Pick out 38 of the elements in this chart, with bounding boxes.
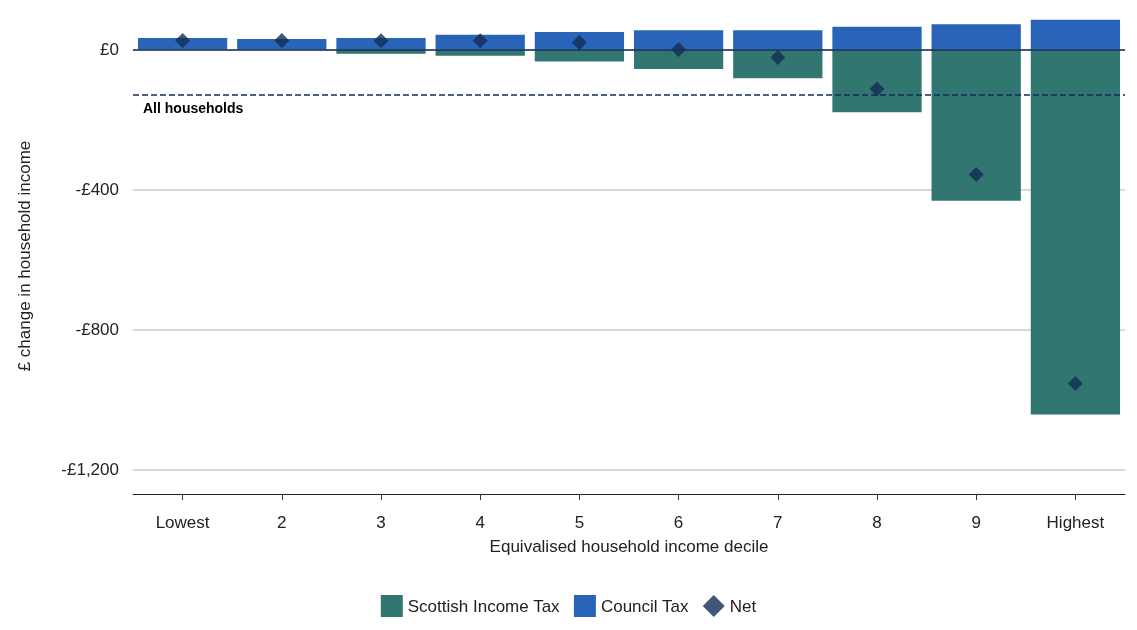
x-axis-title: Equivalised household income decile — [489, 537, 769, 556]
point — [869, 81, 885, 97]
bar — [832, 26, 922, 50]
legend-label: Scottish Income Tax — [407, 596, 561, 616]
y-tick-label: -£800 — [75, 320, 119, 339]
x-tick-label: 2 — [277, 513, 287, 532]
x-tick-label: Highest — [1046, 513, 1105, 532]
point — [770, 50, 786, 66]
x-tick-label: 8 — [872, 513, 882, 532]
point — [373, 33, 389, 49]
x-tick-label: 4 — [475, 513, 485, 532]
point — [175, 32, 191, 48]
bar — [931, 24, 1021, 50]
x-tick-label: 9 — [971, 513, 981, 532]
x-tick-label: 6 — [673, 513, 684, 532]
point — [1067, 375, 1083, 391]
bar — [931, 49, 1021, 201]
x-tick-label: 5 — [574, 513, 585, 532]
point — [472, 33, 488, 49]
bar — [633, 30, 724, 50]
bar — [832, 49, 922, 113]
ref-line-label: All households — [143, 100, 244, 116]
x-tick-label: 3 — [376, 513, 386, 532]
point — [671, 42, 687, 57]
y-axis-title: £ change in household income — [15, 140, 34, 372]
x-tick-label: Lowest — [155, 513, 210, 532]
bar — [733, 30, 823, 50]
legend-label: Council Tax — [600, 596, 689, 616]
bar — [1030, 49, 1121, 415]
y-tick-label: -£1,200 — [61, 460, 119, 479]
point — [274, 32, 290, 48]
legend-label: Net — [729, 596, 757, 616]
x-tick-label: 7 — [773, 513, 783, 532]
y-tick-label: £0 — [100, 40, 119, 59]
point — [968, 166, 984, 182]
bar — [1030, 19, 1121, 50]
point — [571, 35, 587, 50]
y-tick-label: -£400 — [75, 180, 119, 199]
